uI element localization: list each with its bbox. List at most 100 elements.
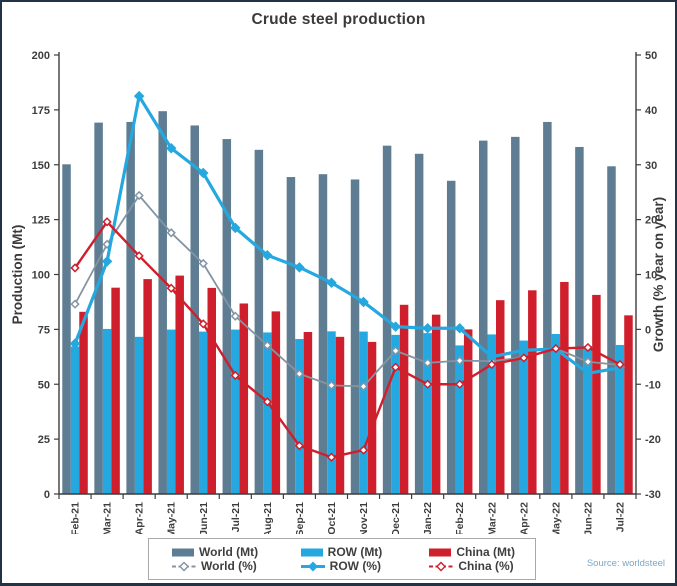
right-axis-tick-label: 0 — [645, 324, 651, 336]
bar-row-mt-may-22 — [551, 333, 561, 494]
legend-bar-swatch-icon — [172, 548, 194, 556]
marker-row-feb-22 — [454, 323, 465, 334]
bar-china-mt-jun-21 — [207, 287, 216, 494]
x-axis-label: Jul-21 — [230, 502, 242, 533]
bar-world-mt-aug-21 — [254, 149, 264, 494]
x-axis-label: May-21 — [166, 502, 178, 534]
bar-row-mt-feb-21 — [70, 346, 80, 494]
marker-row-nov-21 — [358, 296, 369, 308]
bar-china-mt-jan-22 — [431, 314, 441, 494]
chart-title: Crude steel production — [251, 11, 426, 28]
bar-row-mt-apr-22 — [519, 340, 529, 494]
marker-china-apr-22 — [519, 353, 529, 363]
bar-row-mt-oct-21 — [327, 331, 336, 494]
legend-item-row-mt: ROW (Mt) — [278, 545, 407, 559]
bar-china-mt-aug-21 — [271, 311, 281, 494]
bar-row-mt-may-21 — [166, 329, 176, 494]
bar-row-mt-sep-21 — [295, 339, 304, 494]
marker-china-jul-21 — [230, 370, 240, 381]
marker-world-jul-21 — [230, 311, 240, 321]
bar-world-mt-jun-22 — [575, 146, 584, 494]
bar-world-mt-mar-22 — [479, 140, 488, 495]
left-axis-tick-label: 150 — [32, 160, 50, 172]
marker-china-feb-21 — [70, 263, 80, 273]
bar-row-mt-mar-21 — [102, 328, 112, 494]
marker-row-jul-21 — [230, 222, 241, 234]
x-axis-label: Feb-21 — [70, 502, 82, 534]
bar-world-mt-mar-21 — [94, 122, 103, 494]
left-axis-tick-label: 100 — [32, 270, 50, 282]
marker-china-jan-22 — [422, 379, 433, 389]
marker-row-apr-21 — [133, 90, 145, 102]
bar-china-mt-may-21 — [175, 275, 184, 494]
marker-china-jul-22 — [615, 359, 625, 370]
bar-china-mt-apr-21 — [143, 279, 152, 494]
x-axis-label: Jun-22 — [582, 502, 594, 534]
source-credit: Source: worldsteel — [586, 558, 665, 569]
left-axis-tick-label: 125 — [32, 215, 50, 227]
marker-row-jun-22 — [582, 368, 594, 379]
marker-row-dec-21 — [390, 321, 401, 332]
bar-china-mt-feb-22 — [463, 329, 473, 494]
marker-world-nov-21 — [358, 381, 369, 392]
x-axis-label: Dec-21 — [390, 502, 402, 534]
right-axis-tick-label: 10 — [645, 270, 657, 282]
marker-china-jun-21 — [198, 319, 208, 329]
x-axis-label: Jan-22 — [422, 502, 434, 534]
legend-line-swatch-icon — [429, 561, 454, 571]
bar-row-mt-nov-21 — [359, 331, 368, 494]
marker-world-jun-22 — [583, 357, 593, 367]
bar-world-mt-apr-21 — [126, 121, 135, 494]
marker-world-apr-21 — [134, 190, 144, 201]
marker-china-mar-21 — [102, 217, 112, 227]
left-axis-title: Production (Mt) — [10, 225, 25, 325]
marker-china-dec-21 — [390, 362, 401, 372]
marker-world-jun-21 — [198, 258, 208, 269]
bar-row-mt-jun-21 — [199, 331, 208, 494]
x-axis-label: Sep-21 — [294, 502, 306, 534]
marker-world-aug-21 — [262, 340, 273, 350]
right-axis-tick-label: -20 — [645, 434, 661, 446]
bar-china-mt-jul-21 — [239, 303, 249, 494]
marker-world-sep-21 — [294, 369, 305, 379]
left-axis-tick-label: 25 — [38, 434, 50, 446]
bar-china-mt-jun-22 — [592, 294, 601, 494]
legend: World (Mt) ROW (Mt) China (Mt) World (%) ROW… — [148, 538, 536, 580]
bar-row-mt-feb-22 — [455, 345, 464, 494]
right-axis-tick-label: 50 — [645, 50, 657, 62]
marker-row-jan-22 — [422, 323, 433, 334]
bar-china-mt-feb-21 — [79, 311, 88, 494]
marker-china-sep-21 — [294, 441, 305, 451]
marker-china-oct-21 — [326, 452, 337, 462]
legend-label: World (%) — [201, 558, 257, 573]
bar-world-mt-feb-21 — [62, 164, 71, 494]
marker-china-feb-22 — [455, 379, 465, 389]
right-axis-tick-label: 30 — [645, 160, 657, 172]
right-axis-tick-label: -30 — [645, 489, 661, 501]
x-axis-label: Jun-21 — [198, 502, 210, 534]
bar-row-mt-dec-21 — [391, 334, 400, 494]
legend-label: World (Mt) — [199, 544, 259, 559]
x-axis-label: Apr-21 — [134, 502, 146, 534]
marker-china-apr-21 — [134, 251, 144, 261]
x-axis-label: Jul-22 — [614, 502, 626, 533]
legend-label: ROW (%) — [329, 558, 381, 573]
bar-world-mt-jan-22 — [414, 153, 424, 494]
x-axis-label: May-22 — [550, 502, 562, 534]
left-axis-tick-label: 75 — [38, 324, 50, 336]
x-axis-label: Feb-22 — [454, 502, 466, 534]
legend-item-row: ROW (%) — [278, 558, 407, 573]
bar-world-mt-jun-21 — [190, 125, 199, 494]
plot-area: 0 25 50 75 100 125 150 175 200 -30 -20 -10 0 10 20 30 40… — [10, 50, 666, 538]
bar-china-mt-apr-22 — [528, 290, 537, 494]
x-axis-label: Mar-22 — [486, 502, 498, 534]
marker-china-may-21 — [166, 283, 176, 293]
legend-item-world-mt: World (Mt) — [149, 544, 278, 559]
marker-row-mar-21 — [101, 256, 113, 267]
bar-world-mt-may-21 — [158, 111, 167, 494]
legend-label: China (Mt) — [456, 544, 515, 559]
legend-line-swatch-icon — [300, 561, 325, 571]
marker-row-aug-21 — [262, 250, 273, 261]
bar-row-mt-aug-21 — [263, 332, 272, 494]
